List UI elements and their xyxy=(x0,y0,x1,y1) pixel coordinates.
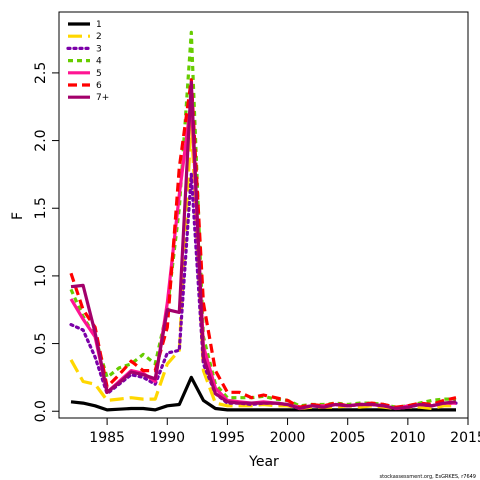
series-line-7plus xyxy=(70,80,457,411)
y-tick-label: 0.0 xyxy=(33,400,49,422)
legend: 1 2 3 4 5 6 7+ xyxy=(66,20,109,103)
plot-frame xyxy=(58,11,469,419)
legend-label: 5 xyxy=(96,69,102,79)
legend-label: 1 xyxy=(96,20,102,30)
y-tick-label: 0.5 xyxy=(33,332,49,354)
y-axis-label: F xyxy=(10,212,26,220)
y-tick-label: 1.5 xyxy=(33,197,49,219)
x-axis-label: Year xyxy=(248,454,279,470)
legend-label: 7+ xyxy=(96,93,109,103)
series-line-5 xyxy=(69,98,456,411)
series-line-4 xyxy=(69,30,456,409)
y-axis: 0.0 0.5 1.0 1.5 2.0 2.5 xyxy=(33,62,59,422)
x-tick-label: 1995 xyxy=(210,430,246,446)
x-tick-label: 2015 xyxy=(450,430,480,446)
x-tick-label: 1990 xyxy=(149,430,185,446)
x-axis: 1985 1990 1995 2000 2005 2010 2015 xyxy=(89,417,480,446)
legend-label: 2 xyxy=(96,32,102,42)
y-tick-label: 2.5 xyxy=(33,62,49,84)
legend-label: 4 xyxy=(96,57,102,67)
y-tick-label: 2.0 xyxy=(33,129,49,151)
plot-lines xyxy=(69,30,458,412)
x-tick-label: 2000 xyxy=(270,430,306,446)
series-line-1 xyxy=(70,375,456,412)
legend-label: 6 xyxy=(96,81,102,91)
x-tick-label: 1985 xyxy=(89,430,125,446)
x-tick-label: 2005 xyxy=(330,430,366,446)
series-line-6 xyxy=(69,78,457,409)
credit-text: stockassessment.org, EsGRKES, r7649 xyxy=(380,474,476,480)
x-tick-label: 2010 xyxy=(390,430,426,446)
legend-label: 3 xyxy=(96,44,102,54)
y-tick-label: 1.0 xyxy=(33,265,49,287)
